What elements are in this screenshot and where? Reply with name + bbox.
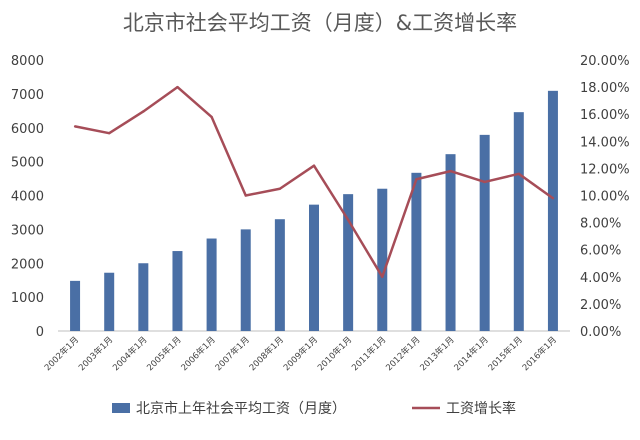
bar bbox=[513, 112, 524, 331]
bar bbox=[274, 219, 285, 331]
line-point bbox=[73, 125, 77, 128]
line-point bbox=[517, 172, 520, 176]
line-point bbox=[551, 197, 555, 200]
y-left-tick-label: 4000 bbox=[11, 190, 44, 205]
y-right-tick-label: 20.00% bbox=[580, 54, 630, 69]
y-left-tick-label: 3000 bbox=[11, 223, 44, 238]
line-point bbox=[176, 85, 179, 89]
y-right-tick-label: 8.00% bbox=[580, 217, 621, 232]
x-tick-label: 2009年1月 bbox=[281, 334, 320, 373]
y-left-tick-label: 7000 bbox=[11, 88, 44, 103]
line-point bbox=[312, 164, 316, 167]
x-tick-label: 2008年1月 bbox=[247, 334, 286, 373]
bar bbox=[445, 154, 456, 331]
y-left-tick-label: 6000 bbox=[11, 122, 44, 137]
y-left-tick-label: 8000 bbox=[11, 54, 44, 69]
bar bbox=[206, 238, 217, 331]
y-right-tick-label: 4.00% bbox=[580, 271, 621, 286]
x-tick-label: 2011年1月 bbox=[349, 334, 388, 373]
y-right-tick-label: 0.00% bbox=[580, 325, 621, 340]
x-tick-label: 2010年1月 bbox=[315, 334, 354, 373]
y-left-tick-label: 1000 bbox=[11, 291, 44, 306]
x-tick-label: 2005年1月 bbox=[145, 334, 184, 373]
bar bbox=[411, 172, 422, 331]
x-tick-label: 2013年1月 bbox=[418, 334, 457, 373]
line-point bbox=[449, 169, 452, 173]
legend-line-label: 工资增长率 bbox=[446, 400, 516, 417]
y-right-tick-label: 16.00% bbox=[580, 108, 630, 123]
y-left-tick-label: 2000 bbox=[11, 257, 44, 272]
x-tick-label: 2012年1月 bbox=[384, 334, 423, 373]
y-left-tick-label: 5000 bbox=[11, 156, 44, 171]
line-point bbox=[278, 187, 282, 190]
x-tick-label: 2004年1月 bbox=[111, 334, 150, 373]
bar bbox=[70, 280, 81, 331]
legend: 北京市上年社会平均工资（月度） 工资增长率 bbox=[112, 400, 516, 417]
line-series bbox=[73, 85, 555, 279]
bar bbox=[343, 194, 354, 331]
y-right-tick-label: 6.00% bbox=[580, 244, 621, 259]
y-right-tick-label: 10.00% bbox=[580, 190, 630, 205]
x-tick-label: 2002年1月 bbox=[42, 334, 81, 373]
bar bbox=[240, 229, 251, 331]
axes: 0 1000 2000 3000 4000 5000 6000 7000 8000 0.00% 2.… bbox=[11, 54, 630, 373]
x-tick-label: 2007年1月 bbox=[213, 334, 252, 373]
bar bbox=[547, 90, 558, 331]
line-point bbox=[210, 115, 213, 119]
legend-bar-swatch bbox=[112, 403, 130, 413]
chart-title: 北京市社会平均工资（月度）&工资增长率 bbox=[123, 11, 517, 35]
line-point bbox=[346, 218, 350, 222]
line-point bbox=[381, 275, 384, 278]
y-right-tick-label: 12.00% bbox=[580, 162, 630, 177]
line-point bbox=[108, 131, 111, 135]
x-tick-label: 2014年1月 bbox=[452, 334, 491, 373]
line-point bbox=[244, 194, 247, 197]
bar bbox=[172, 251, 183, 331]
y-right-tick-label: 2.00% bbox=[580, 298, 621, 313]
x-tick-label: 2003年1月 bbox=[76, 334, 115, 373]
bar bbox=[309, 204, 319, 331]
y-right-tick-label: 14.00% bbox=[580, 135, 630, 150]
x-tick-label: 2016年1月 bbox=[520, 334, 559, 373]
y-left-tick-label: 0 bbox=[36, 325, 44, 340]
bar bbox=[138, 263, 149, 331]
bar bbox=[479, 134, 490, 331]
bar bbox=[104, 272, 115, 331]
x-tick-label: 2015年1月 bbox=[486, 334, 525, 373]
legend-bar-label: 北京市上年社会平均工资（月度） bbox=[136, 400, 346, 417]
line-point bbox=[415, 178, 418, 181]
line-point bbox=[142, 110, 145, 113]
bar bbox=[377, 188, 388, 331]
bar-series bbox=[70, 90, 558, 331]
x-tick-label: 2006年1月 bbox=[179, 334, 218, 373]
y-right-tick-label: 18.00% bbox=[580, 81, 630, 96]
line-point bbox=[483, 180, 486, 184]
